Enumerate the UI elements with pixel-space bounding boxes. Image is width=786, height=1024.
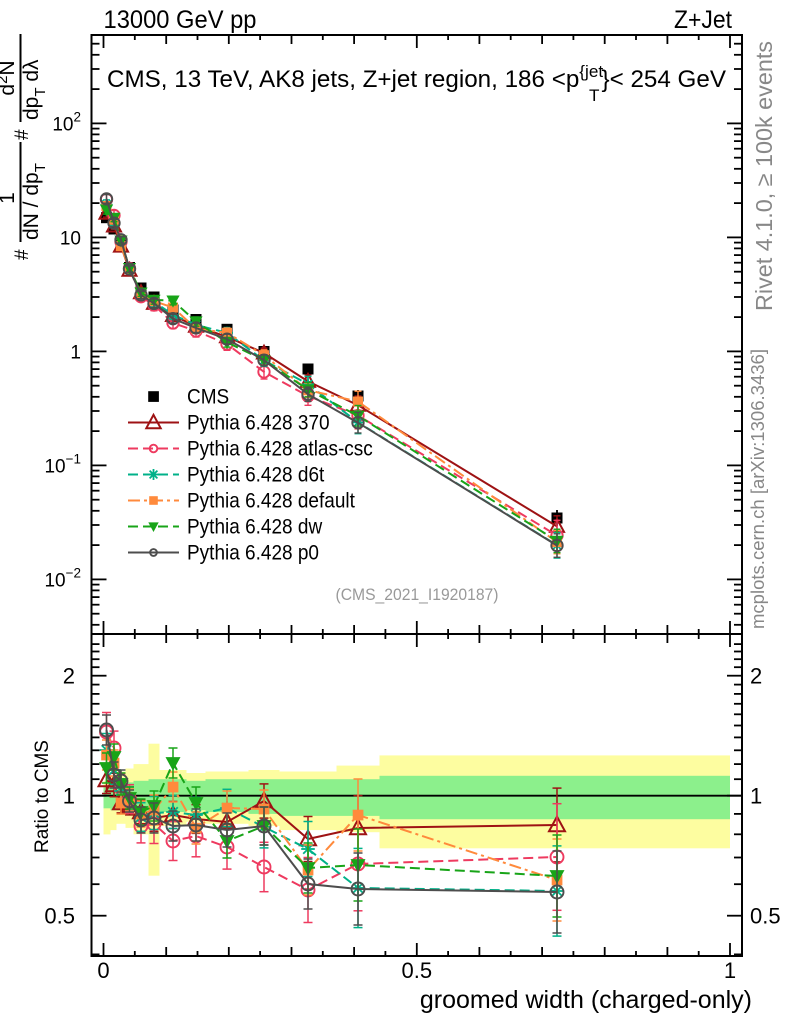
svg-text:2: 2	[750, 664, 762, 689]
svg-text:13000 GeV pp: 13000 GeV pp	[104, 6, 257, 34]
svg-text:1: 1	[724, 958, 736, 983]
svg-text:CMS: CMS	[187, 386, 229, 409]
svg-text:0.5: 0.5	[750, 904, 781, 929]
svg-text:d2N: d2N	[0, 60, 19, 95]
svg-text:1: 1	[750, 784, 762, 809]
svg-text:Pythia 6.428 dw: Pythia 6.428 dw	[187, 516, 323, 539]
svg-text:Rivet 4.1.0, ≥ 100k events: Rivet 4.1.0, ≥ 100k events	[751, 41, 777, 311]
svg-text:2: 2	[63, 664, 75, 689]
svg-text:Pythia 6.428 atlas-csc: Pythia 6.428 atlas-csc	[187, 438, 373, 461]
svg-text:0.5: 0.5	[44, 904, 75, 929]
svg-text:mcplots.cern.ch [arXiv:1306.34: mcplots.cern.ch [arXiv:1306.3436]	[747, 349, 768, 629]
svg-text:Pythia 6.428 p0: Pythia 6.428 p0	[187, 542, 319, 565]
svg-text:0.5: 0.5	[402, 958, 433, 983]
svg-text:#: #	[12, 129, 33, 140]
svg-text:1: 1	[63, 784, 75, 809]
svg-text:Pythia 6.428 default: Pythia 6.428 default	[187, 490, 355, 513]
svg-text:#: #	[12, 249, 33, 260]
svg-text:10−1: 10−1	[44, 451, 81, 477]
svg-text:(CMS_2021_I1920187): (CMS_2021_I1920187)	[336, 585, 499, 604]
svg-text:1: 1	[0, 192, 19, 204]
svg-text:Ratio to CMS: Ratio to CMS	[32, 740, 53, 853]
svg-text:Pythia 6.428 370: Pythia 6.428 370	[187, 412, 330, 435]
svg-text:groomed width (charged-only): groomed width (charged-only)	[420, 986, 752, 1014]
svg-text:1: 1	[70, 342, 81, 363]
svg-text:0: 0	[97, 958, 109, 983]
svg-text:Z+Jet: Z+Jet	[674, 6, 732, 34]
svg-text:10: 10	[60, 228, 81, 249]
svg-text:Pythia 6.428 d6t: Pythia 6.428 d6t	[187, 464, 324, 487]
